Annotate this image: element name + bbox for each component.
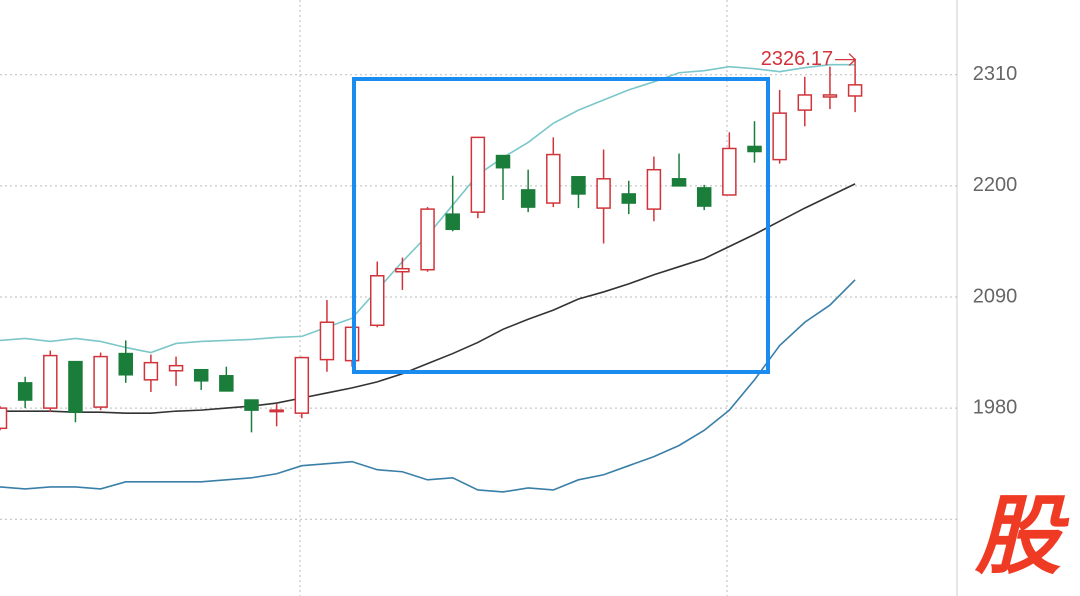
candle-body — [17, 382, 33, 401]
candle-body — [546, 153, 561, 204]
candle-body — [596, 178, 611, 209]
y-tick-label: 2310 — [973, 63, 1018, 85]
highlight-box — [352, 77, 770, 374]
candle-body — [269, 409, 284, 413]
candle-body — [244, 399, 259, 411]
y-tick-label: 2090 — [973, 285, 1018, 307]
candle-body — [671, 178, 687, 187]
candle-body — [797, 94, 813, 111]
candle-body — [68, 360, 83, 413]
candle-body — [43, 354, 58, 409]
candle-body — [621, 193, 636, 204]
y-axis: 18701980209022002310 — [973, 63, 1018, 529]
logo-bg — [962, 490, 1080, 596]
candle-body — [495, 154, 511, 169]
annotation-arrow — [835, 53, 857, 67]
candle-body — [395, 267, 410, 273]
candle-body — [822, 94, 838, 98]
candle-body — [143, 361, 159, 381]
candle-body — [646, 168, 662, 210]
candle-body — [168, 364, 184, 372]
candle-body — [445, 213, 460, 231]
candle-body — [219, 375, 234, 392]
candle-body — [571, 176, 586, 195]
candle-body — [696, 187, 712, 207]
candle-body — [370, 275, 385, 327]
candles — [0, 58, 863, 433]
indicator-lines — [0, 63, 856, 493]
candle-body — [772, 112, 787, 161]
candle-body — [118, 352, 133, 376]
candle-body — [847, 84, 863, 97]
price-annotation: 2326.17 — [761, 48, 833, 70]
annotation: 2326.17 — [761, 48, 857, 70]
candle-body — [520, 189, 536, 208]
candle-body — [93, 355, 108, 408]
candle-body — [319, 321, 335, 361]
logo: 股 — [974, 489, 1070, 585]
candle-body — [0, 407, 8, 430]
y-tick-label: 1980 — [973, 396, 1018, 418]
indicator-line — [0, 183, 856, 414]
candle-body — [420, 208, 435, 271]
candle-body — [470, 136, 486, 213]
candle-body — [747, 145, 762, 153]
candle-body — [722, 147, 737, 196]
indicator-line — [0, 279, 856, 493]
y-tick-label: 2200 — [973, 174, 1018, 196]
candle-body — [294, 356, 310, 414]
candle-body — [193, 368, 209, 382]
